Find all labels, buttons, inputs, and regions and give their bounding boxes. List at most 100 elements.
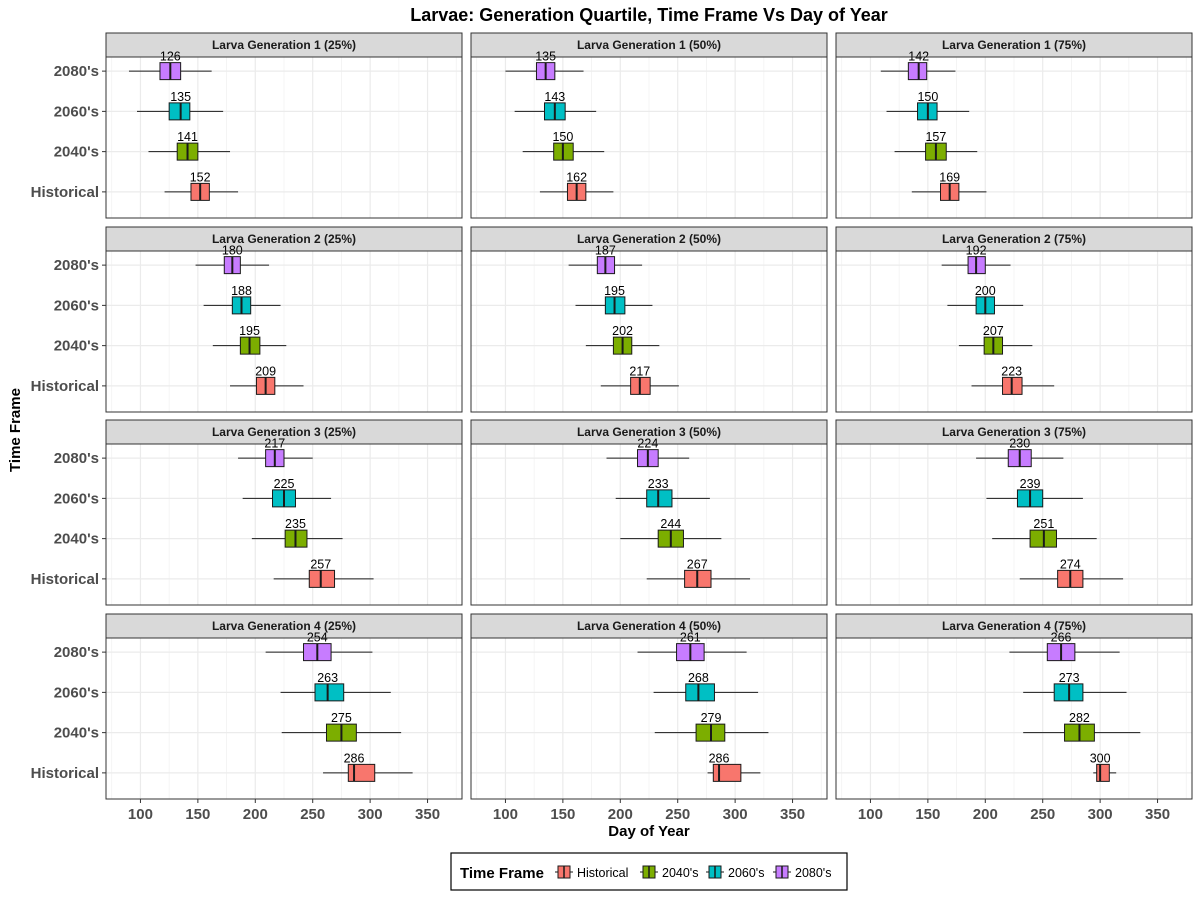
median-data-label: 275: [331, 711, 352, 725]
median-data-label: 244: [660, 517, 681, 531]
panel-border: [835, 250, 1193, 413]
panel-border: [835, 443, 1193, 606]
median-data-label: 207: [983, 324, 1004, 338]
median-data-label: 169: [939, 170, 960, 184]
median-data-label: 257: [310, 557, 331, 571]
median-data-label: 251: [1033, 517, 1054, 531]
chart-title: Larvae: Generation Quartile, Time Frame …: [410, 5, 888, 25]
median-data-label: 188: [231, 284, 252, 298]
x-tick-label: 100: [858, 806, 883, 823]
y-tick-label: 2040's: [54, 725, 99, 742]
median-data-label: 273: [1059, 671, 1080, 685]
box-mark: 286: [707, 751, 761, 782]
box-mark: 251: [992, 517, 1097, 548]
median-data-label: 282: [1069, 711, 1090, 725]
x-tick-label: 200: [243, 806, 268, 823]
x-tick-label: 150: [550, 806, 575, 823]
box-mark: 274: [1019, 557, 1124, 588]
box-mark: 195: [212, 324, 287, 355]
facet-strip: [105, 32, 463, 58]
facet-strip-label: Larva Generation 4 (25%): [212, 619, 356, 633]
facet-strip: [470, 226, 828, 252]
median-data-label: 150: [552, 130, 573, 144]
facet-strip: [835, 419, 1193, 445]
iqr-box: [168, 102, 191, 121]
median-data-label: 150: [917, 90, 938, 104]
facet-strip-label: Larva Generation 1 (75%): [942, 38, 1086, 52]
iqr-box: [685, 683, 715, 702]
median-data-label: 300: [1090, 751, 1111, 765]
panel-border: [835, 637, 1193, 800]
box-mark: 157: [894, 130, 978, 161]
iqr-box: [347, 763, 376, 782]
legend-entry: Historical: [555, 865, 628, 880]
x-tick-label: 100: [128, 806, 153, 823]
panel-border: [470, 250, 828, 413]
y-tick-label: 2040's: [54, 338, 99, 355]
y-tick-label: Historical: [31, 765, 99, 782]
legend-label: Historical: [577, 866, 628, 880]
box-mark: 224: [606, 437, 690, 468]
median-data-label: 162: [566, 170, 587, 184]
facet-strip: [470, 32, 828, 58]
panel-border: [835, 56, 1193, 219]
panel-border: [105, 637, 463, 800]
x-tick-label: 250: [1030, 806, 1055, 823]
y-tick-label: 2040's: [54, 531, 99, 548]
median-data-label: 200: [975, 284, 996, 298]
y-tick-label: 2040's: [54, 144, 99, 161]
box-mark: 207: [958, 324, 1033, 355]
panel-border: [470, 443, 828, 606]
median-data-label: 233: [648, 477, 669, 491]
box-mark: 225: [242, 477, 332, 508]
iqr-box: [1096, 763, 1110, 782]
iqr-box: [308, 569, 336, 588]
box-mark: 267: [646, 557, 751, 588]
box-mark: 233: [615, 477, 710, 508]
y-axis-title: Time Frame: [7, 388, 24, 472]
box-mark: 195: [575, 284, 653, 315]
y-tick-label: 2060's: [54, 490, 99, 507]
y-tick-label: 2060's: [54, 684, 99, 701]
median-data-label: 195: [239, 324, 260, 338]
x-tick-label: 100: [493, 806, 518, 823]
box-mark: 202: [585, 324, 660, 355]
box-mark: 261: [637, 631, 747, 662]
y-tick-label: 2060's: [54, 103, 99, 120]
x-tick-label: 200: [608, 806, 633, 823]
x-tick-label: 350: [415, 806, 440, 823]
facet-panel: Larva Generation 1 (75%) 169 157 150 142: [835, 32, 1193, 219]
facet-strip-label: Larva Generation 2 (25%): [212, 232, 356, 246]
median-data-label: 268: [688, 671, 709, 685]
x-tick-label: 250: [300, 806, 325, 823]
box-mark: 152: [164, 170, 239, 201]
panel-border: [470, 637, 828, 800]
y-tick-label: 2060's: [54, 297, 99, 314]
box-mark: 244: [620, 517, 722, 548]
median-data-label: 143: [544, 90, 565, 104]
box-mark: 187: [568, 244, 643, 275]
x-tick-label: 300: [723, 806, 748, 823]
box-mark: 200: [947, 284, 1024, 315]
box-mark: 217: [600, 364, 679, 395]
facet-panel: Larva Generation 4 (50%) 286 279 268 261 100 1…: [470, 613, 828, 823]
legend-label: 2060's: [728, 866, 764, 880]
panel-border: [105, 56, 463, 219]
facet-strip: [835, 226, 1193, 252]
median-data-label: 157: [925, 130, 946, 144]
facet-strip-label: Larva Generation 4 (50%): [577, 619, 721, 633]
median-data-label: 217: [629, 364, 650, 378]
median-data-label: 209: [255, 364, 276, 378]
box-mark: 273: [1023, 671, 1127, 702]
facet-strip-label: Larva Generation 2 (75%): [942, 232, 1086, 246]
median-data-label: 195: [604, 284, 625, 298]
box-mark: 239: [986, 477, 1083, 508]
box-mark: 223: [971, 364, 1055, 395]
legend-entry: 2080's: [773, 865, 831, 880]
facet-panel: Larva Generation 1 (25%)152141135126Hist…: [31, 32, 463, 219]
x-tick-label: 250: [665, 806, 690, 823]
panel-border: [105, 443, 463, 606]
